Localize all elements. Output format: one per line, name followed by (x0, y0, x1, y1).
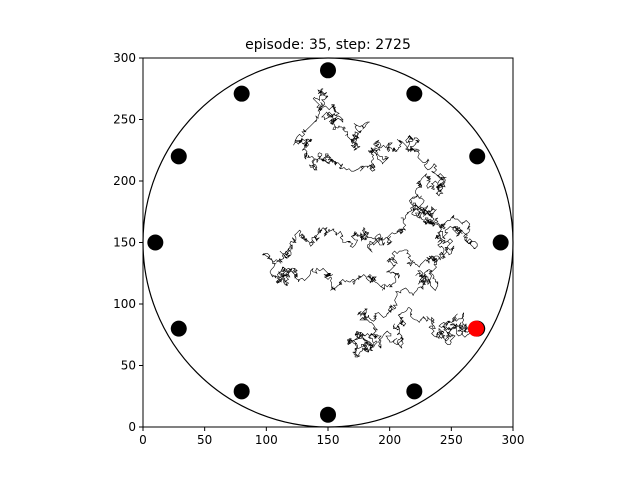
y-tick-label: 300 (113, 51, 136, 65)
agent-marker (468, 320, 484, 337)
trajectory-line (261, 88, 479, 358)
target-point-11 (233, 85, 250, 102)
x-tick-label: 250 (440, 433, 463, 447)
x-tick-label: 200 (378, 433, 401, 447)
y-axis-ticks: 0 50 100 150 200 250 300 (113, 51, 143, 434)
trajectory-path (261, 88, 479, 358)
y-tick-label: 200 (113, 174, 136, 188)
target-point-8 (170, 320, 187, 337)
chart-title: episode: 35, step: 2725 (245, 37, 411, 53)
y-tick-label: 0 (128, 420, 136, 434)
target-point-1 (406, 85, 423, 102)
x-tick-label: 150 (317, 433, 340, 447)
target-point-5 (406, 383, 423, 400)
y-tick-label: 150 (113, 236, 136, 250)
target-point-7 (233, 383, 250, 400)
target-point-3 (492, 234, 509, 251)
target-markers (147, 62, 509, 423)
target-point-6 (320, 406, 336, 423)
x-tick-label: 50 (197, 433, 212, 447)
x-tick-label: 100 (255, 433, 278, 447)
axes: 0 50 100 150 200 250 300 0 50 100 150 200 250 300 (113, 51, 524, 447)
target-point-9 (147, 234, 164, 251)
y-tick-label: 50 (121, 359, 136, 373)
x-tick-label: 300 (502, 433, 525, 447)
agent-marker-group (468, 320, 484, 337)
y-tick-label: 100 (113, 297, 136, 311)
x-tick-label: 0 (139, 433, 147, 447)
target-point-2 (469, 148, 486, 165)
target-point-0 (320, 62, 336, 79)
x-axis-ticks: 0 50 100 150 200 250 300 (139, 427, 524, 447)
y-tick-label: 250 (113, 113, 136, 127)
target-point-10 (170, 148, 187, 165)
